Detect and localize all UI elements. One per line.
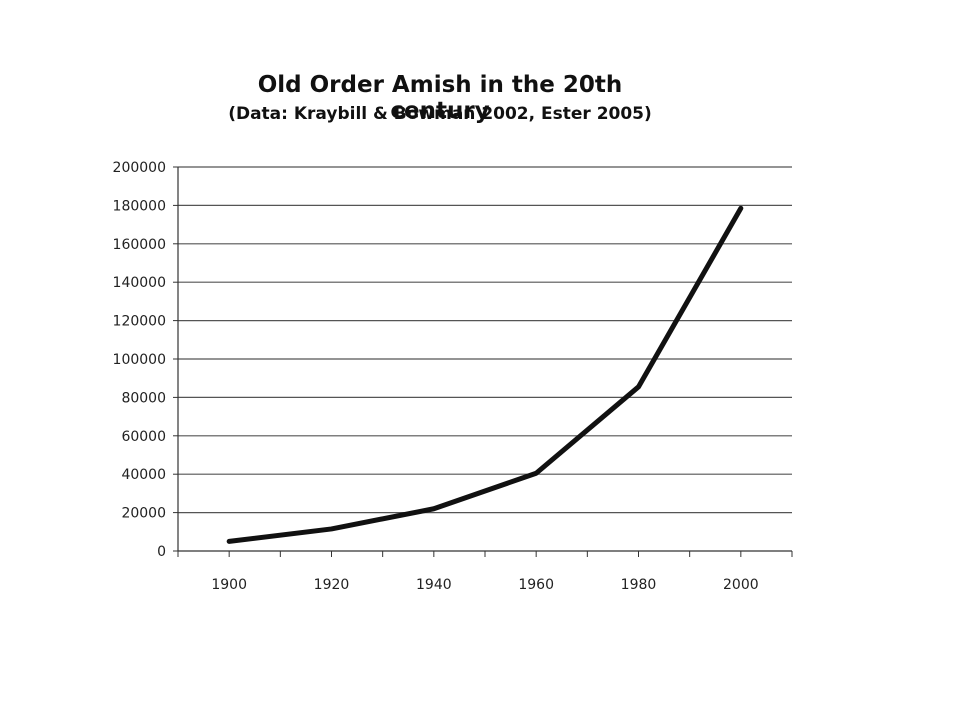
x-tick-label: 1900 xyxy=(211,577,247,593)
y-tick-label: 180000 xyxy=(113,198,166,214)
x-tick-label: 1940 xyxy=(416,577,452,593)
y-tick-label: 80000 xyxy=(121,390,166,406)
series-line xyxy=(226,205,744,544)
y-tick-label: 160000 xyxy=(113,237,166,253)
x-tick-label: 1980 xyxy=(621,577,657,593)
gridlines xyxy=(178,166,792,514)
chart-subtitle: (Data: Kraybill & Bowman 2002, Ester 200… xyxy=(228,104,652,124)
y-tick-label: 120000 xyxy=(113,314,166,330)
y-tick-label: 100000 xyxy=(113,352,166,368)
chart-title: Old Order Amish in the 20th century xyxy=(257,72,623,124)
x-tick-label: 1960 xyxy=(518,577,554,593)
y-axis-tick-labels: 0 20000 40000 60000 80000 100000 120000 140000 1… xyxy=(113,160,166,560)
x-axis-tick-labels: 1900 1920 1940 1960 1980 2000 xyxy=(211,577,758,593)
x-tick-label: 1920 xyxy=(314,577,350,593)
y-tick-label: 0 xyxy=(157,544,166,560)
y-tick-label: 140000 xyxy=(113,275,166,291)
y-tick-label: 40000 xyxy=(121,467,166,483)
x-tick-label: 2000 xyxy=(723,577,759,593)
y-tick-label: 20000 xyxy=(121,506,166,522)
series-layer xyxy=(226,205,744,544)
axes xyxy=(173,166,793,557)
y-tick-label: 60000 xyxy=(121,429,166,445)
y-tick-label: 200000 xyxy=(113,160,166,176)
